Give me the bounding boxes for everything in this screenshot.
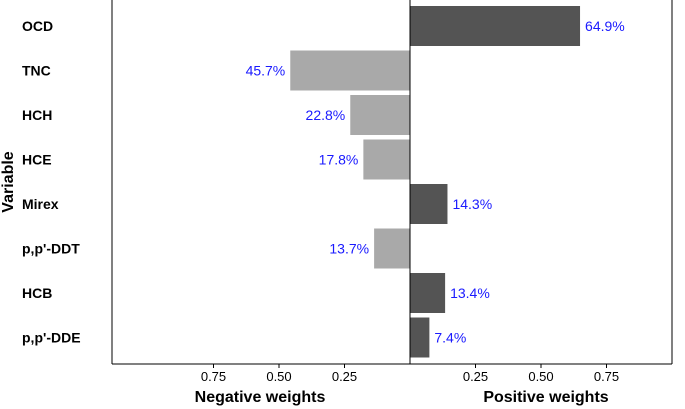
positive-bar (410, 184, 448, 224)
negative-bar (374, 228, 410, 269)
category-label: p,p'-DDE (22, 330, 81, 346)
negative-bar (363, 139, 410, 180)
positive-axis-tick-label: 0.25 (463, 369, 488, 384)
positive-weights-axis-title: Positive weights (483, 389, 608, 406)
positive-bar-value-label: 14.3% (452, 196, 492, 212)
positive-axis-tick-label: 0.50 (528, 369, 553, 384)
y-axis-title: Variable (0, 151, 17, 212)
negative-bar (290, 50, 410, 91)
positive-bar-value-label: 64.9% (585, 18, 625, 34)
category-label: p,p'-DDT (22, 241, 80, 257)
positive-bar-value-label: 13.4% (450, 285, 490, 301)
positive-bar-value-label: 7.4% (434, 330, 466, 346)
category-label: HCB (22, 285, 52, 301)
category-label: Mirex (22, 196, 59, 212)
positive-bar (410, 317, 430, 358)
category-label: HCH (22, 107, 52, 123)
negative-bar-value-label: 22.8% (306, 107, 346, 123)
positive-bar (410, 273, 446, 313)
category-label: OCD (22, 18, 53, 34)
negative-axis-tick-label: 0.25 (332, 369, 357, 384)
negative-bar-value-label: 45.7% (246, 63, 286, 79)
negative-bar-value-label: 17.8% (319, 152, 359, 168)
positive-bar (410, 6, 581, 46)
negative-weights-axis-title: Negative weights (195, 389, 326, 406)
category-label: HCE (22, 152, 52, 168)
positive-axis-tick-label: 0.75 (594, 369, 619, 384)
negative-axis-tick-label: 0.50 (266, 369, 291, 384)
negative-bar (350, 95, 410, 135)
negative-bar-value-label: 13.7% (329, 241, 369, 257)
category-label: TNC (22, 63, 51, 79)
negative-axis-tick-label: 0.75 (201, 369, 226, 384)
